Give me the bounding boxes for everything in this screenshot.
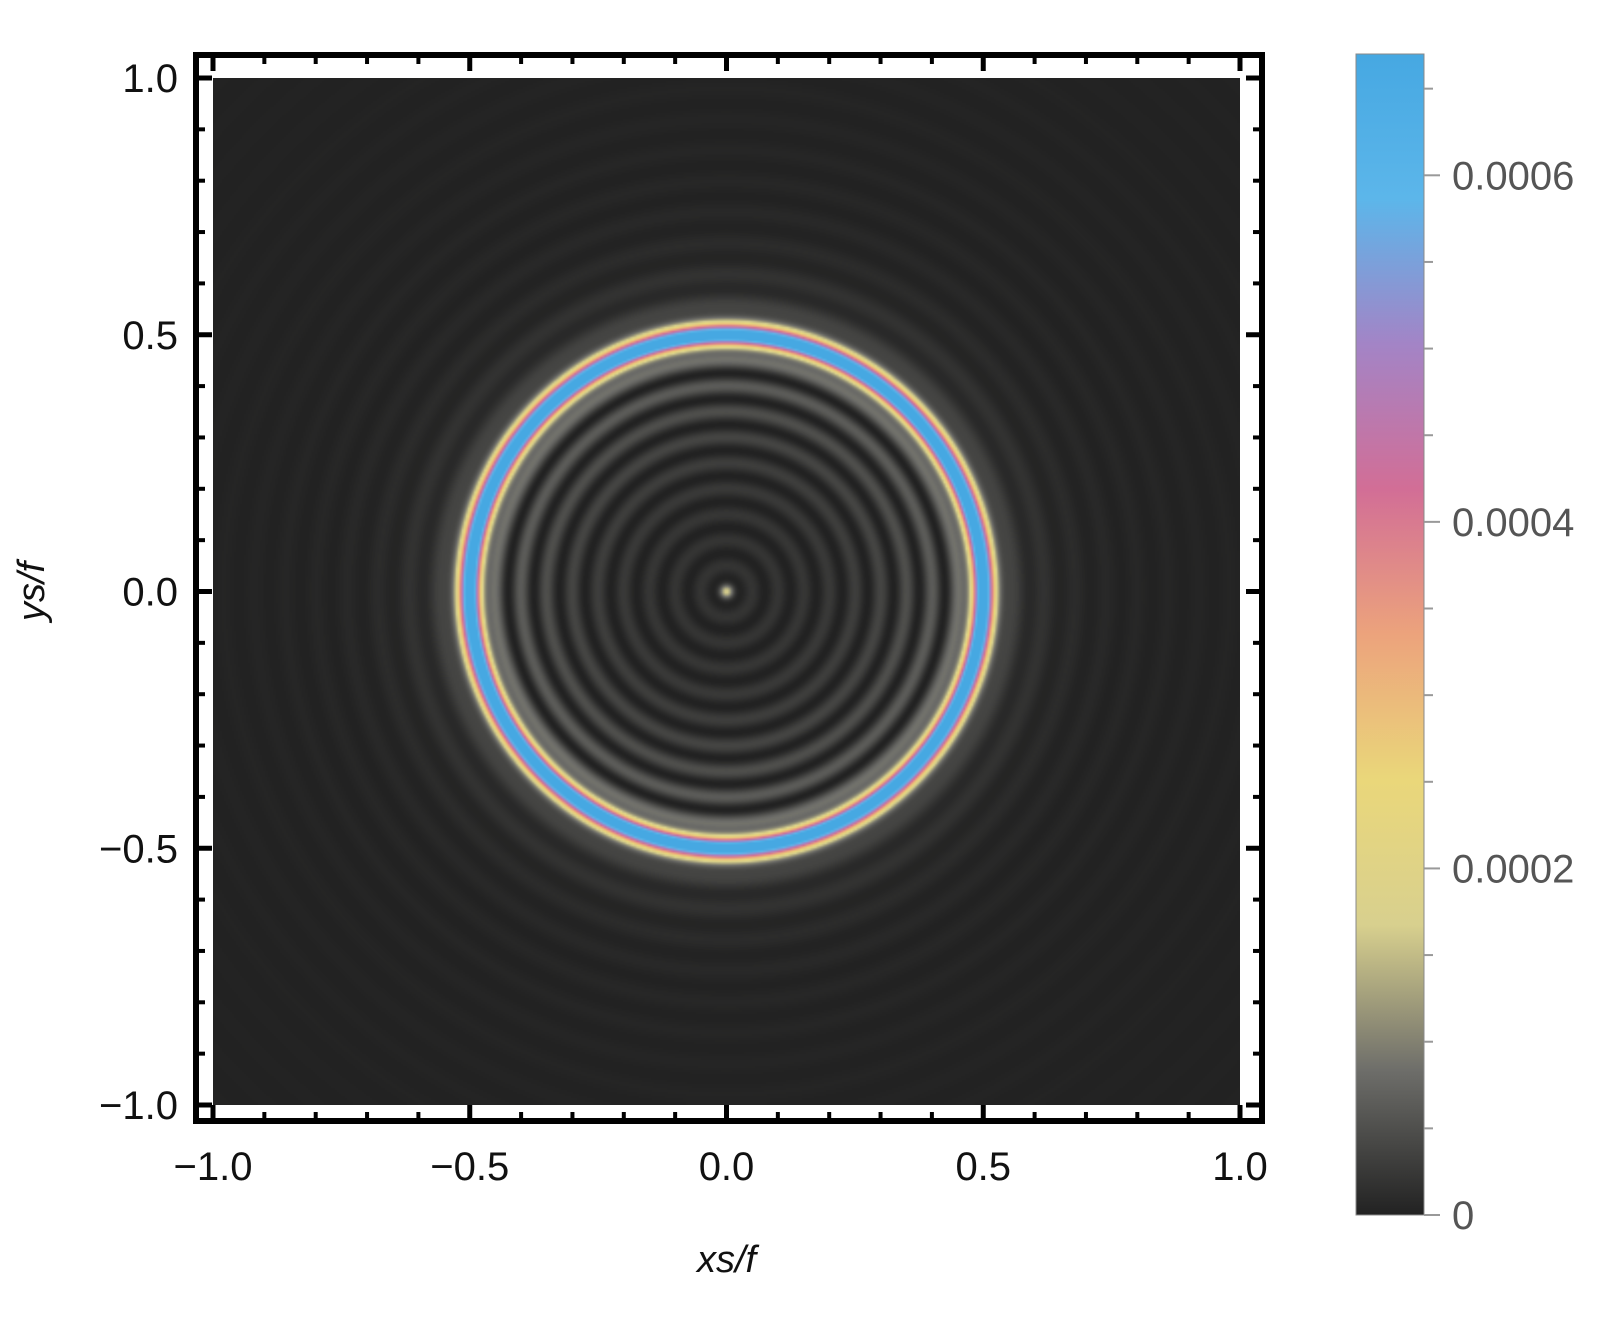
colorbar: 0 0.0002 0.0004 0.0006 (1355, 53, 1574, 1238)
x-tick-label: 0.0 (699, 1145, 755, 1189)
x-tick-label: 0.5 (955, 1145, 1011, 1189)
x-tick-label: −1.0 (174, 1145, 253, 1189)
colorbar-tick-label: 0.0006 (1452, 154, 1574, 198)
y-tick-label: −0.5 (99, 827, 178, 871)
y-axis: −1.0 −0.5 0.0 0.5 1.0 (99, 57, 1262, 1128)
y-tick-label: −1.0 (99, 1084, 178, 1128)
intensity-heatmap (213, 78, 1240, 1105)
y-axis-label: ys/f (11, 559, 53, 625)
colorbar-gradient (1355, 53, 1425, 1216)
plot-area (193, 52, 1265, 1124)
y-tick-label: 0.0 (122, 571, 178, 615)
colorbar-tick-label: 0 (1452, 1194, 1474, 1238)
y-tick-label: 1.0 (122, 57, 178, 101)
x-tick-label: −0.5 (430, 1145, 509, 1189)
colorbar-ticks: 0 0.0002 0.0004 0.0006 (1424, 87, 1574, 1238)
colorbar-tick-label: 0.0004 (1452, 501, 1574, 545)
x-axis: −1.0 −0.5 0.0 0.5 1.0 (174, 55, 1268, 1189)
colorbar-tick-label: 0.0002 (1452, 847, 1574, 891)
x-tick-label: 1.0 (1212, 1145, 1268, 1189)
x-axis-label: xs/f (695, 1239, 760, 1281)
y-tick-label: 0.5 (122, 314, 178, 358)
